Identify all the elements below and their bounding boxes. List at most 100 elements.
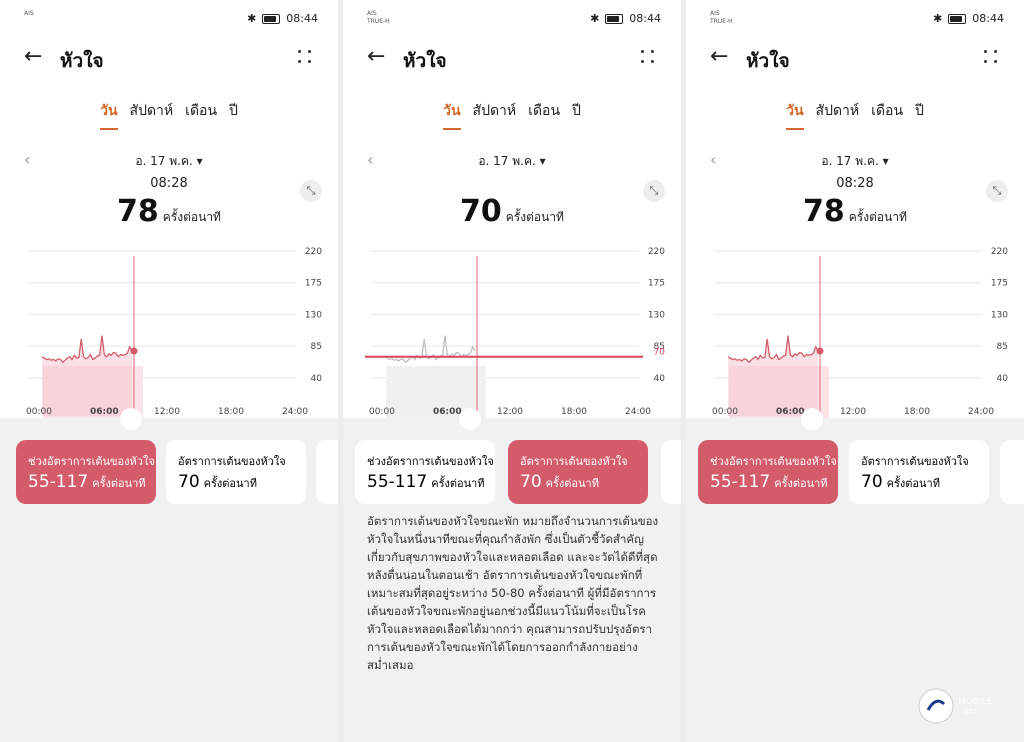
y-tick-label: 40: [311, 374, 323, 384]
chevron-left-icon[interactable]: ‹: [367, 150, 374, 169]
battery-icon: [605, 13, 624, 24]
status-bar: AIS TRUE-H ✱ 08:44: [367, 10, 661, 30]
heart-rate-value: 78 ครั้งต่อนาที: [803, 194, 907, 229]
expand-icon[interactable]: ⤡: [643, 180, 665, 202]
more-menu-icon[interactable]: [296, 48, 314, 66]
more-menu-icon[interactable]: [639, 48, 657, 66]
resting-label: 70: [654, 348, 666, 358]
y-tick-label: 220: [991, 247, 1008, 257]
bluetooth-icon: ✱: [933, 12, 943, 25]
tab-week[interactable]: สัปดาห์: [472, 103, 517, 119]
x-tick-label: 00:00: [369, 407, 395, 417]
phone-screen-1: AIS ✱ 08:44 ← หัวใจ วัน สัปดาห์ เดือน ปี ‹ อ…: [0, 0, 338, 742]
tab-year[interactable]: ปี: [229, 103, 238, 119]
x-tick-label: 18:00: [218, 407, 244, 417]
clock: 08:44: [629, 12, 661, 25]
x-tick-label: 06:00: [90, 407, 119, 417]
page-title: หัวใจ: [746, 50, 790, 72]
selected-point[interactable]: [130, 347, 138, 355]
resting-card[interactable]: อัตราการเต้นของหัวใจ 70 ครั้งต่อนาที: [508, 440, 648, 504]
date-selector[interactable]: อ. 17 พ.ค. ▾: [478, 154, 546, 168]
tab-day[interactable]: วัน: [786, 100, 804, 130]
x-tick-label: 12:00: [154, 407, 180, 417]
date-selector[interactable]: อ. 17 พ.ค. ▾: [821, 154, 889, 168]
more-card[interactable]: [661, 440, 681, 504]
back-arrow-icon[interactable]: ←: [710, 44, 729, 69]
page-title: หัวใจ: [403, 50, 447, 72]
heart-rate-line: [727, 335, 819, 364]
carrier-label: AIS TRUE-H: [367, 10, 390, 25]
bluetooth-icon: ✱: [590, 12, 600, 25]
y-tick-label: 40: [997, 374, 1009, 384]
phone-screen-3: AIS TRUE-H ✱ 08:44 ← หัวใจ วัน สัปดาห์ เดือน…: [686, 0, 1024, 742]
scrubber-handle[interactable]: [459, 408, 481, 430]
x-tick-label: 00:00: [26, 407, 52, 417]
x-tick-label: 12:00: [497, 407, 523, 417]
heart-rate-line: [41, 335, 133, 364]
tab-week[interactable]: สัปดาห์: [815, 103, 860, 119]
resting-card[interactable]: อัตราการเต้นของหัวใจ 70 ครั้งต่อนาที: [849, 440, 989, 504]
date-selector[interactable]: อ. 17 พ.ค. ▾: [135, 154, 203, 168]
back-arrow-icon[interactable]: ←: [367, 44, 386, 69]
y-tick-label: 175: [305, 279, 322, 289]
battery-icon: [262, 13, 281, 24]
range-card[interactable]: ช่วงอัตราการเต้นของหัวใจ 55-117 ครั้งต่อน…: [16, 440, 156, 504]
range-card[interactable]: ช่วงอัตราการเต้นของหัวใจ 55-117 ครั้งต่อน…: [355, 440, 495, 504]
y-tick-label: 85: [654, 342, 665, 352]
y-tick-label: 175: [648, 279, 665, 289]
scrubber-handle[interactable]: [801, 408, 823, 430]
selected-point[interactable]: [816, 347, 824, 355]
y-tick-label: 130: [305, 310, 322, 320]
chevron-left-icon[interactable]: ‹: [710, 150, 717, 169]
status-bar: AIS TRUE-H ✱ 08:44: [710, 10, 1004, 30]
x-tick-label: 18:00: [904, 407, 930, 417]
tab-month[interactable]: เดือน: [528, 103, 561, 119]
more-card[interactable]: [1000, 440, 1024, 504]
heart-rate-line: [384, 335, 476, 364]
x-tick-label: 12:00: [840, 407, 866, 417]
y-tick-label: 40: [654, 374, 666, 384]
phone-screen-2: AIS TRUE-H ✱ 08:44 ← หัวใจ วัน สัปดาห์ เดือน…: [343, 0, 681, 742]
y-tick-label: 175: [991, 279, 1008, 289]
heart-rate-chart[interactable]: 40 85 130 175 220 70 00:00 06:00 12:00 18:00 24:00: [343, 236, 681, 420]
y-tick-label: 130: [648, 310, 665, 320]
more-card[interactable]: [316, 440, 338, 504]
tab-day[interactable]: วัน: [443, 100, 461, 130]
selected-time: 08:28: [150, 176, 188, 191]
svg-text:ISTA: ISTA: [962, 708, 977, 716]
scrubber-handle[interactable]: [120, 408, 142, 430]
carrier-label: AIS TRUE-H: [710, 10, 733, 25]
mobile-logo-watermark: MOBILE ISTA: [918, 688, 993, 724]
range-card[interactable]: ช่วงอัตราการเต้นของหัวใจ 55-117 ครั้งต่อน…: [698, 440, 838, 504]
area-fill: [728, 335, 818, 416]
tab-week[interactable]: สัปดาห์: [129, 103, 174, 119]
tab-year[interactable]: ปี: [572, 103, 581, 119]
selected-time: 08:28: [836, 176, 874, 191]
resting-heart-rate-description: อัตราการเต้นของหัวใจขณะพัก หมายถึงจำนวนก…: [367, 514, 659, 672]
y-tick-label: 130: [991, 310, 1008, 320]
tab-month[interactable]: เดือน: [185, 103, 218, 119]
tab-month[interactable]: เดือน: [871, 103, 904, 119]
expand-icon[interactable]: ⤡: [300, 180, 322, 202]
heart-rate-chart[interactable]: 40 85 130 175 220 00:00 06:00 12:00 18:00 24:00: [0, 236, 338, 420]
back-arrow-icon[interactable]: ←: [24, 44, 43, 69]
chevron-left-icon[interactable]: ‹: [24, 150, 31, 169]
heart-rate-value: 78 ครั้งต่อนาที: [117, 194, 221, 229]
svg-text:MOBILE: MOBILE: [958, 697, 993, 707]
more-menu-icon[interactable]: [982, 48, 1000, 66]
tab-year[interactable]: ปี: [915, 103, 924, 119]
x-tick-label: 00:00: [712, 407, 738, 417]
area-fill: [42, 335, 132, 416]
x-tick-label: 18:00: [561, 407, 587, 417]
clock: 08:44: [286, 12, 318, 25]
y-tick-label: 220: [305, 247, 322, 257]
resting-card[interactable]: อัตราการเต้นของหัวใจ 70 ครั้งต่อนาที: [166, 440, 306, 504]
bluetooth-icon: ✱: [247, 12, 257, 25]
tab-day[interactable]: วัน: [100, 100, 118, 130]
x-tick-label: 24:00: [968, 407, 994, 417]
heart-rate-chart[interactable]: 40 85 130 175 220 00:00 06:00 12:00 18:00 24:00: [686, 236, 1024, 420]
expand-icon[interactable]: ⤡: [986, 180, 1008, 202]
y-tick-label: 85: [311, 342, 322, 352]
status-bar: AIS ✱ 08:44: [24, 10, 318, 30]
heart-rate-value: 70 ครั้งต่อนาที: [460, 194, 564, 229]
